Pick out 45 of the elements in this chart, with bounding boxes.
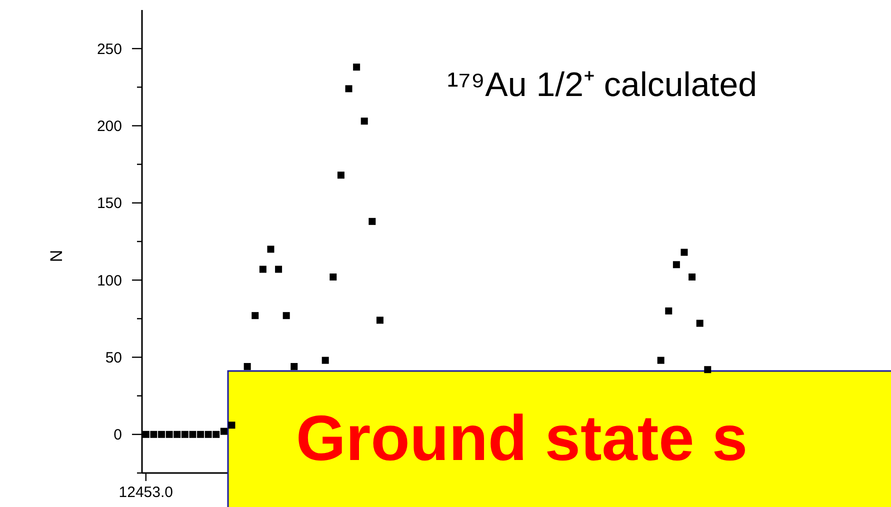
- point: [322, 356, 329, 364]
- y-tick-label: 150: [96, 195, 122, 212]
- point: [345, 85, 352, 92]
- point: [158, 430, 166, 438]
- point: [696, 320, 704, 327]
- point: [174, 430, 181, 438]
- y-tick-label: 0: [114, 426, 122, 444]
- point: [665, 307, 672, 314]
- point: [259, 266, 266, 273]
- point: [220, 428, 228, 435]
- y-tick-label: 50: [105, 350, 122, 366]
- point: [360, 118, 368, 125]
- annotation: Ground state s: [296, 402, 748, 474]
- point: [368, 218, 376, 225]
- point: [353, 64, 360, 71]
- point: [337, 172, 344, 179]
- point: [290, 363, 298, 370]
- point: [166, 430, 173, 438]
- text: ¹⁷⁹Au 1/2⁺ calculated: [447, 66, 758, 104]
- y-axis-title: N: [47, 250, 66, 262]
- point: [150, 430, 158, 438]
- point: [672, 261, 680, 268]
- point: [680, 248, 688, 256]
- point: [181, 430, 188, 438]
- point: [228, 422, 236, 429]
- point: [212, 430, 220, 438]
- point: [330, 273, 337, 280]
- point: [189, 430, 196, 438]
- y-tick-label: 200: [96, 118, 122, 135]
- point: [244, 363, 251, 370]
- point: [142, 430, 150, 438]
- y-tick-label: 100: [96, 272, 122, 290]
- point: [376, 316, 384, 324]
- point: [204, 430, 212, 438]
- y-tick-label: 250: [96, 40, 122, 58]
- point: [688, 273, 696, 280]
- x-tick-label: 12453.0: [118, 484, 174, 501]
- point: [282, 312, 290, 320]
- point: [657, 356, 664, 364]
- point: [704, 366, 712, 374]
- point: [275, 266, 282, 273]
- point: [197, 430, 204, 438]
- callout-box: Ground state s: [227, 370, 891, 507]
- point: [252, 312, 259, 320]
- point: [267, 246, 274, 253]
